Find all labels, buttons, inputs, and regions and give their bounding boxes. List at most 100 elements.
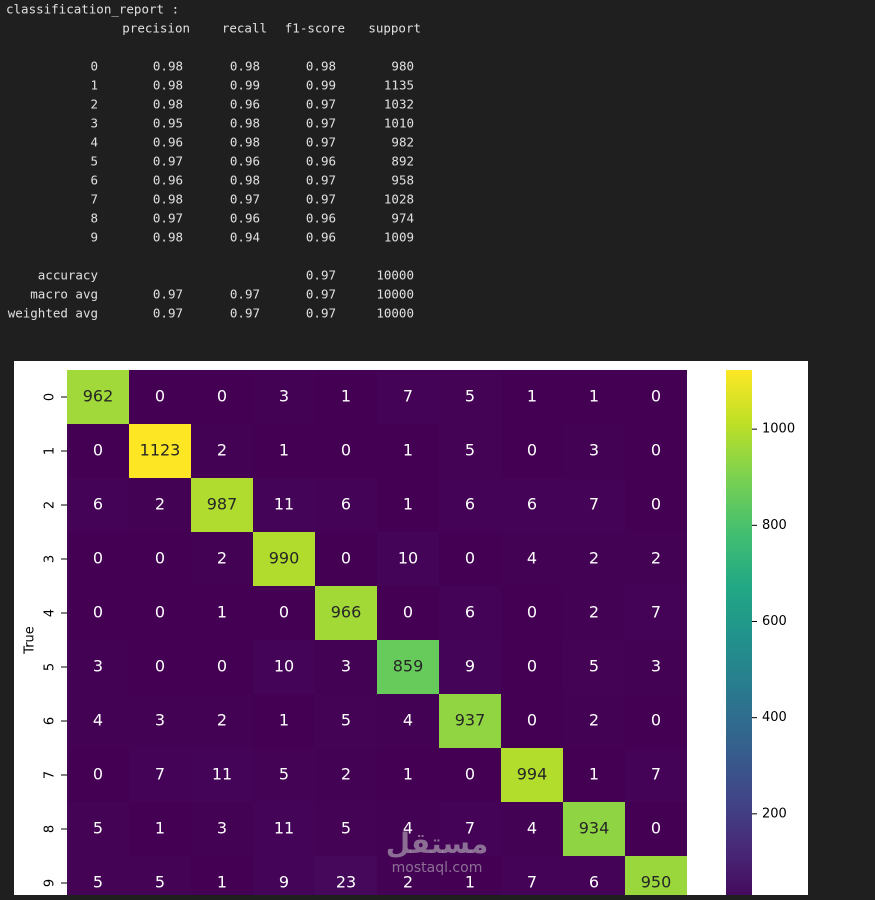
metric-value: 0.99 xyxy=(306,78,336,93)
cell-label: 0 xyxy=(527,711,537,730)
cell-label: 0 xyxy=(93,765,103,784)
row-label: 4 xyxy=(90,135,98,150)
heatmap-cell xyxy=(67,586,129,640)
heatmap-cell xyxy=(439,478,501,532)
cell-label: 9 xyxy=(279,873,289,892)
heatmap-cell xyxy=(439,694,501,748)
cell-label: 2 xyxy=(589,711,599,730)
heatmap-cell xyxy=(625,424,687,478)
cell-label: 1 xyxy=(403,765,413,784)
heatmap-cell xyxy=(67,424,129,478)
cell-label: 966 xyxy=(331,603,362,622)
heatmap-cell xyxy=(67,856,129,900)
metric-value: 0.96 xyxy=(153,135,183,150)
metric-value: 0.98 xyxy=(153,192,183,207)
metric-value: 958 xyxy=(391,173,414,188)
colorbar-tick-label: 600 xyxy=(762,614,787,629)
heatmap-cell xyxy=(315,532,377,586)
row-label: accuracy xyxy=(38,268,99,283)
metric-value: 892 xyxy=(391,154,414,169)
metric-value: 0.97 xyxy=(230,287,260,302)
metric-value: 0.94 xyxy=(230,230,260,245)
heatmap-cell xyxy=(253,856,315,900)
heatmap-cell xyxy=(377,694,439,748)
metric-value: 0.97 xyxy=(306,173,336,188)
metric-value: 10000 xyxy=(376,268,414,283)
cell-label: 0 xyxy=(403,603,413,622)
metric-value: 10000 xyxy=(376,287,414,302)
cell-label: 7 xyxy=(465,819,475,838)
y-tick-label: 6 xyxy=(43,717,58,725)
heatmap-cell xyxy=(191,802,253,856)
cell-label: 3 xyxy=(217,819,227,838)
heatmap-cell xyxy=(439,424,501,478)
heatmap-cell xyxy=(377,424,439,478)
heatmap-cell xyxy=(377,586,439,640)
cell-label: 0 xyxy=(651,387,661,406)
cell-label: 11 xyxy=(274,819,294,838)
cell-label: 2 xyxy=(589,603,599,622)
cell-label: 2 xyxy=(651,549,661,568)
metric-value: 0.98 xyxy=(230,173,260,188)
cell-label: 5 xyxy=(341,819,351,838)
heatmap-cell xyxy=(315,748,377,802)
heatmap-cell xyxy=(191,370,253,424)
cell-label: 7 xyxy=(589,495,599,514)
cell-label: 9 xyxy=(465,657,475,676)
cell-label: 0 xyxy=(93,603,103,622)
metric-value: 0.98 xyxy=(306,59,336,74)
cell-label: 0 xyxy=(93,441,103,460)
heatmap-cell xyxy=(315,640,377,694)
heatmap-cell xyxy=(439,748,501,802)
cell-label: 0 xyxy=(527,657,537,676)
cell-label: 0 xyxy=(155,549,165,568)
metric-value: 982 xyxy=(391,135,414,150)
metric-value: 0.96 xyxy=(306,230,336,245)
cell-label: 0 xyxy=(651,819,661,838)
column-header: recall xyxy=(222,21,267,36)
cell-label: 6 xyxy=(341,495,351,514)
cell-label: 1 xyxy=(589,765,599,784)
cell-label: 5 xyxy=(155,873,165,892)
row-label: 2 xyxy=(90,97,98,112)
metric-value: 0.97 xyxy=(153,154,183,169)
report-title: classification_report : xyxy=(6,2,179,17)
metric-value: 0.97 xyxy=(306,192,336,207)
watermark: مستقل xyxy=(386,827,488,860)
heatmap-cell xyxy=(253,478,315,532)
cell-label: 1 xyxy=(279,441,289,460)
metric-value: 0.96 xyxy=(306,154,336,169)
heatmap-cell xyxy=(129,370,191,424)
heatmap-cell xyxy=(501,640,563,694)
heatmap-cell xyxy=(315,586,377,640)
cell-label: 2 xyxy=(341,765,351,784)
cell-label: 4 xyxy=(93,711,103,730)
colorbar-tick-label: 800 xyxy=(762,518,787,533)
cell-label: 3 xyxy=(155,711,165,730)
heatmap-cell xyxy=(315,478,377,532)
cell-label: 2 xyxy=(217,441,227,460)
metric-value: 0.97 xyxy=(153,287,183,302)
cell-label: 0 xyxy=(93,549,103,568)
heatmap-cell xyxy=(563,856,625,900)
colorbar-tick-label: 1000 xyxy=(762,422,795,437)
heatmap-cell xyxy=(191,640,253,694)
heatmap-cell xyxy=(625,586,687,640)
heatmap-cell xyxy=(439,586,501,640)
heatmap-cell xyxy=(67,532,129,586)
heatmap-cell xyxy=(67,748,129,802)
heatmap-cell xyxy=(67,694,129,748)
column-header: precision xyxy=(122,21,190,36)
y-tick-label: 8 xyxy=(43,825,58,833)
row-label: 0 xyxy=(90,59,98,74)
metric-value: 0.97 xyxy=(306,268,336,283)
column-header: support xyxy=(368,21,421,36)
metric-value: 0.99 xyxy=(230,78,260,93)
heatmap-cell xyxy=(129,640,191,694)
heatmap-cell xyxy=(563,370,625,424)
cell-label: 0 xyxy=(465,765,475,784)
metric-value: 0.97 xyxy=(230,306,260,321)
heatmap-cell xyxy=(377,532,439,586)
cell-label: 1 xyxy=(217,603,227,622)
